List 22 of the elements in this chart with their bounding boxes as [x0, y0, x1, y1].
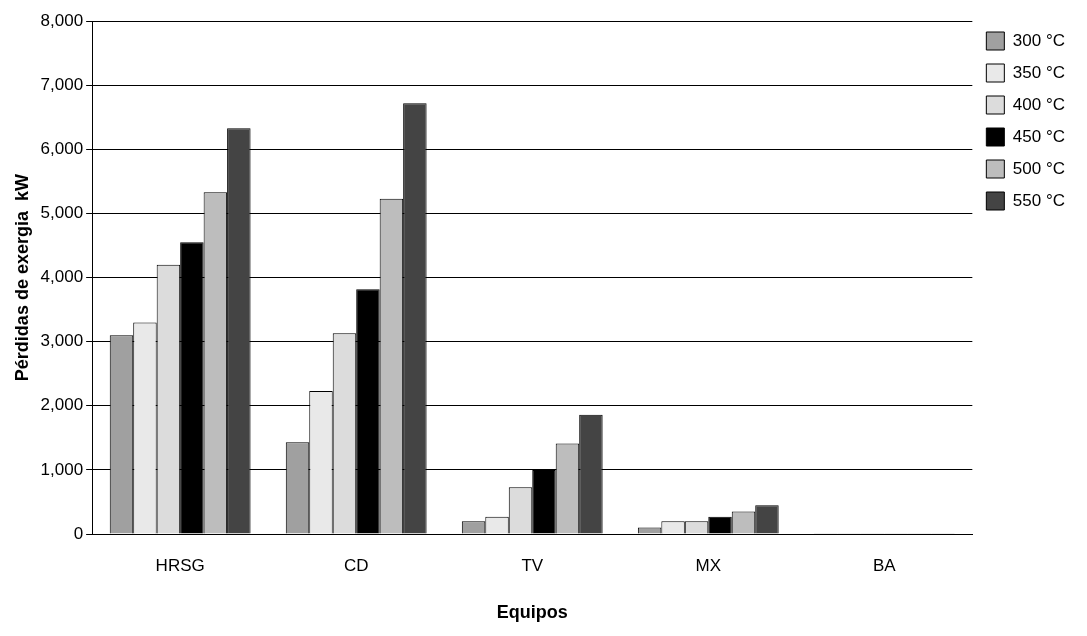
- x-tick-label: BA: [872, 555, 897, 575]
- legend-label: 400 °C: [1012, 94, 1066, 114]
- y-tick-label: 7,000: [40, 74, 84, 94]
- x-tick-label: MX: [695, 555, 722, 575]
- x-axis-title: Equipos: [496, 602, 568, 623]
- y-axis-title: Pérdidas de exergia kW: [11, 174, 32, 382]
- y-tick-label: 1,000: [40, 459, 84, 479]
- legend-label: 350 °C: [1012, 62, 1066, 82]
- x-tick-label: CD: [343, 555, 369, 575]
- y-tick-label: 4,000: [40, 267, 84, 287]
- x-tick-label: HRSG: [155, 555, 205, 575]
- x-tick-label: TV: [521, 555, 544, 575]
- legend-label: 300 °C: [1012, 30, 1066, 50]
- legend-label: 450 °C: [1012, 126, 1066, 146]
- y-tick-label: 8,000: [40, 10, 84, 30]
- y-tick-label: 5,000: [40, 203, 84, 223]
- y-tick-label: 6,000: [40, 139, 84, 159]
- y-tick-label: 3,000: [40, 331, 84, 351]
- legend-label: 550 °C: [1012, 190, 1066, 210]
- legend-label: 500 °C: [1012, 158, 1066, 178]
- y-tick-label: 0: [73, 523, 84, 543]
- y-tick-label: 2,000: [40, 395, 84, 415]
